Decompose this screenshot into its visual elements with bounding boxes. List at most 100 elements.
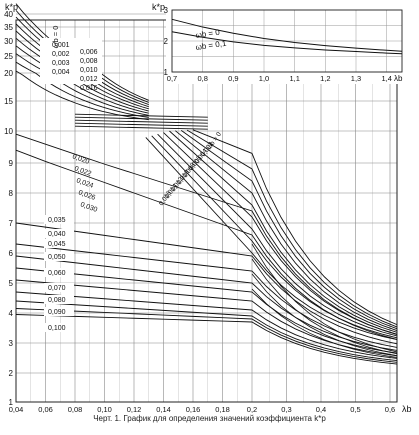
legend-top-label: 0,001 — [52, 42, 70, 49]
x-tick-label: 0,6 — [385, 405, 395, 414]
x-tick-label: 0,08 — [68, 405, 83, 414]
legend-mid-label: 0,024 — [75, 177, 94, 190]
inset-y-tick: 2 — [164, 37, 169, 46]
y-tick-label: 7 — [9, 219, 14, 228]
y-tick-label: 3 — [9, 339, 14, 348]
diag-curve — [175, 130, 398, 331]
upper-curve — [15, 45, 149, 114]
inset-series-line — [171, 18, 403, 52]
legend-mid-label: 0,030 — [79, 201, 98, 214]
y-axis-label: k*p — [5, 2, 18, 12]
x-tick-label: 0,10 — [97, 405, 112, 414]
legend-low-bg — [44, 229, 74, 238]
inset-x-tick: 1,3 — [351, 74, 361, 83]
legend-low-bg — [44, 295, 74, 304]
legend-low-label: 0,045 — [48, 241, 66, 248]
legend-low-bg — [44, 323, 74, 332]
y-tick-label: 8 — [9, 189, 14, 198]
band-curve — [74, 113, 208, 118]
legend-low-label: 0,040 — [48, 231, 66, 238]
chart-caption: Черт. 1. График для определения значений… — [93, 414, 326, 423]
inset-x-tick: 0,9 — [228, 74, 238, 83]
series-curve — [15, 300, 397, 362]
y-tick-label: 30 — [4, 37, 13, 46]
diag-curve — [151, 135, 398, 339]
legend-top-label: 0,004 — [52, 69, 70, 76]
legend-low-label: 0,035 — [48, 217, 66, 224]
legend-top-label: 0,002 — [52, 51, 70, 58]
y-tick-label: 2 — [9, 369, 14, 378]
series-curve — [15, 279, 397, 357]
series-curve — [15, 314, 397, 365]
inset-x-tick: 0,7 — [167, 74, 177, 83]
diag-curve — [186, 129, 398, 328]
legend-low-bg — [44, 252, 74, 261]
inset-bg — [166, 2, 412, 84]
legend-low-bg — [44, 239, 74, 248]
legend-top-label: 0,003 — [52, 60, 70, 67]
inset-series-line — [171, 31, 403, 55]
series-curve — [15, 149, 398, 340]
legend-low-bg — [44, 283, 74, 292]
x-tick-label: 0,18 — [215, 405, 230, 414]
y-tick-label: 5 — [9, 279, 14, 288]
diag-curve — [145, 137, 397, 341]
y-tick-label: 4 — [9, 309, 14, 318]
inset-x-tick: 1,2 — [320, 74, 330, 83]
inset-x-tick: 1,1 — [289, 74, 299, 83]
band-curve — [74, 116, 208, 121]
diag-curve — [157, 133, 398, 337]
upper-curve — [15, 53, 149, 116]
y-tick-label: 35 — [4, 23, 13, 32]
legend-mid-label: 0,020 — [71, 153, 90, 166]
series-curve — [15, 243, 397, 348]
legend-mid-label: 0,022 — [73, 165, 92, 178]
legend-top-omega: ωb = 0 — [51, 26, 60, 49]
legend-low-label: 0,090 — [48, 309, 66, 316]
y-tick-label: 15 — [4, 97, 13, 106]
x-tick-label: 0,04 — [9, 405, 24, 414]
series-curve — [15, 308, 397, 363]
legend-top-label: 0,016 — [80, 85, 98, 92]
inset-x-label: λb — [394, 74, 403, 83]
series-curve — [15, 133, 398, 335]
legend-low-label: 0,060 — [48, 270, 66, 277]
inset-x-tick: 0,8 — [197, 74, 207, 83]
legend-low-bg — [44, 307, 74, 316]
upper-curve — [15, 70, 149, 121]
y-tick-label: 40 — [4, 10, 13, 19]
inset-series-label: ωb = 0 — [195, 28, 221, 40]
x-axis-label: λb — [402, 404, 412, 414]
legend-top-label: 0,010 — [80, 67, 98, 74]
x-tick-label: 0,16 — [186, 405, 201, 414]
series-curve — [15, 291, 397, 359]
inset-y-tick: 3 — [164, 6, 169, 15]
series-curve — [15, 267, 397, 354]
inset-x-tick: 1,0 — [259, 74, 269, 83]
legend-low-label: 0,070 — [48, 285, 66, 292]
right-curve — [251, 273, 397, 357]
right-curve — [251, 258, 397, 355]
legend-low-label: 0,100 — [48, 325, 66, 332]
legend-top-label: 0,006 — [80, 49, 98, 56]
y-tick-label: 25 — [4, 52, 13, 61]
legend-low-label: 0,050 — [48, 254, 66, 261]
right-curve — [251, 243, 397, 353]
legend-low-bg — [44, 268, 74, 277]
inset-series-label: ωb = 0,1 — [195, 39, 227, 52]
x-tick-label: 0,5 — [350, 405, 360, 414]
legend-top-bg — [40, 38, 102, 84]
y-tick-label: 1 — [9, 398, 14, 407]
x-tick-label: 0,3 — [281, 405, 291, 414]
band-curve — [74, 122, 208, 127]
y-tick-label: 10 — [4, 127, 13, 136]
y-tick-label: 6 — [9, 249, 14, 258]
legend-top-label: 0,008 — [80, 58, 98, 65]
inset-y-label: k*p — [152, 2, 165, 12]
band-curve — [74, 125, 208, 130]
legend-top-label: 0,012 — [80, 76, 98, 83]
inset-chart: 1 2 3 0,7 0,8 0,9 1,0 1,1 1,2 1,3 1,4 k*p λb ωb = 0ωb… — [152, 2, 412, 84]
diag-curve — [180, 130, 398, 330]
diag-curve — [192, 129, 398, 326]
